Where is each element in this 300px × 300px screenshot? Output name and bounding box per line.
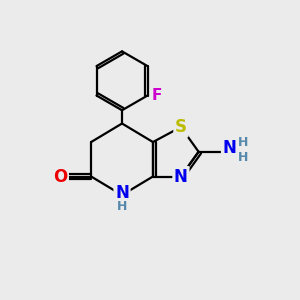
Text: N: N: [115, 184, 129, 202]
Text: N: N: [174, 167, 188, 185]
Text: O: O: [53, 167, 67, 185]
Text: N: N: [223, 139, 236, 157]
Text: H: H: [117, 200, 127, 213]
Text: H: H: [238, 151, 248, 164]
Text: H: H: [238, 136, 248, 149]
Text: S: S: [175, 118, 187, 136]
Text: F: F: [151, 88, 161, 103]
